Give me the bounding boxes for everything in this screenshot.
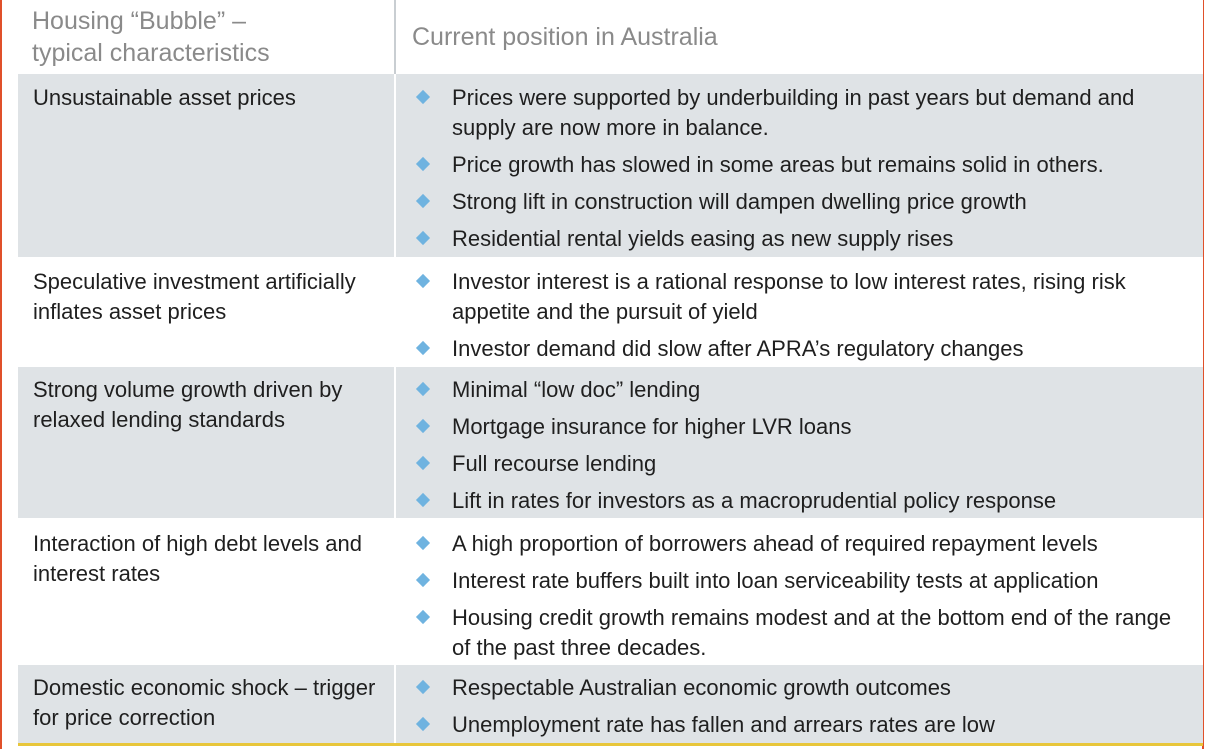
list-item: Strong lift in construction will dampen … bbox=[412, 187, 1192, 217]
table-row: Interaction of high debt levels and inte… bbox=[18, 520, 1203, 664]
column-divider bbox=[394, 74, 396, 745]
diamond-bullet-icon bbox=[415, 535, 431, 551]
diamond-bullet-icon bbox=[415, 230, 431, 246]
diamond-bullet-icon bbox=[415, 418, 431, 434]
list-item: Prices were supported by underbuilding i… bbox=[412, 83, 1192, 143]
diamond-bullet-icon bbox=[415, 572, 431, 588]
list-item: Respectable Australian economic growth o… bbox=[412, 673, 1192, 703]
diamond-bullet-icon bbox=[415, 89, 431, 105]
left-frame-line bbox=[0, 0, 2, 749]
table-row: Strong volume growth driven by relaxed l… bbox=[18, 366, 1203, 518]
table-row: Domestic economic shock – trigger for pr… bbox=[18, 664, 1203, 745]
list-item: Investor demand did slow after APRA’s re… bbox=[412, 334, 1192, 364]
list-item: Lift in rates for investors as a macropr… bbox=[412, 486, 1192, 516]
row-points: A high proportion of borrowers ahead of … bbox=[412, 529, 1192, 670]
diamond-bullet-icon bbox=[415, 156, 431, 172]
diamond-bullet-icon bbox=[415, 716, 431, 732]
list-item: Mortgage insurance for higher LVR loans bbox=[412, 412, 1192, 442]
header-left-line2: typical characteristics bbox=[32, 39, 270, 67]
header-current-position: Current position in Australia bbox=[412, 23, 718, 51]
point-text: Investor interest is a rational response… bbox=[452, 269, 1126, 324]
header-column-divider bbox=[394, 0, 396, 74]
row-separator bbox=[18, 518, 1203, 520]
list-item: Full recourse lending bbox=[412, 449, 1192, 479]
row-separator bbox=[18, 257, 1203, 259]
list-item: Investor interest is a rational response… bbox=[412, 267, 1192, 327]
list-item: Housing credit growth remains modest and… bbox=[412, 603, 1192, 663]
row-points: Investor interest is a rational response… bbox=[412, 267, 1192, 371]
point-text: Mortgage insurance for higher LVR loans bbox=[452, 414, 852, 439]
point-text: Full recourse lending bbox=[452, 451, 657, 476]
point-text: Price growth has slowed in some areas bu… bbox=[452, 152, 1104, 177]
list-item: Interest rate buffers built into loan se… bbox=[412, 566, 1192, 596]
row-characteristic: Domestic economic shock – trigger for pr… bbox=[33, 675, 376, 730]
list-item: Minimal “low doc” lending bbox=[412, 375, 1192, 405]
point-text: Lift in rates for investors as a macropr… bbox=[452, 488, 1057, 513]
list-item: Residential rental yields easing as new … bbox=[412, 224, 1192, 254]
row-points: Respectable Australian economic growth o… bbox=[412, 673, 1192, 747]
diamond-bullet-icon bbox=[415, 193, 431, 209]
diamond-bullet-icon bbox=[415, 340, 431, 356]
point-text: A high proportion of borrowers ahead of … bbox=[452, 531, 1098, 556]
diamond-bullet-icon bbox=[415, 273, 431, 289]
diamond-bullet-icon bbox=[415, 381, 431, 397]
point-text: Housing credit growth remains modest and… bbox=[452, 605, 1172, 660]
table-header: Housing “Bubble” – typical characteristi… bbox=[18, 0, 1203, 74]
point-text: Interest rate buffers built into loan se… bbox=[452, 568, 1099, 593]
point-text: Respectable Australian economic growth o… bbox=[452, 675, 951, 700]
row-characteristic: Strong volume growth driven by relaxed l… bbox=[33, 377, 343, 432]
row-points: Minimal “low doc” lending Mortgage insur… bbox=[412, 375, 1192, 523]
point-text: Prices were supported by underbuilding i… bbox=[452, 85, 1135, 140]
header-characteristics: Housing “Bubble” – typical characteristi… bbox=[32, 5, 372, 69]
table-row: Unsustainable asset prices Prices were s… bbox=[18, 74, 1203, 258]
list-item: Price growth has slowed in some areas bu… bbox=[412, 150, 1192, 180]
list-item: Unemployment rate has fallen and arrears… bbox=[412, 710, 1192, 740]
row-separator bbox=[18, 663, 1203, 665]
diamond-bullet-icon bbox=[415, 609, 431, 625]
point-text: Investor demand did slow after APRA’s re… bbox=[452, 336, 1024, 361]
row-separator bbox=[18, 365, 1203, 367]
row-characteristic: Interaction of high debt levels and inte… bbox=[33, 531, 363, 586]
diamond-bullet-icon bbox=[415, 492, 431, 508]
bottom-rule bbox=[18, 743, 1203, 746]
bubble-comparison-table: Housing “Bubble” – typical characteristi… bbox=[18, 0, 1203, 745]
row-characteristic: Unsustainable asset prices bbox=[33, 85, 296, 110]
right-frame-line bbox=[1202, 0, 1204, 749]
row-characteristic: Speculative investment artificially infl… bbox=[33, 269, 356, 324]
table-row: Speculative investment artificially infl… bbox=[18, 258, 1203, 366]
point-text: Residential rental yields easing as new … bbox=[452, 226, 954, 251]
point-text: Minimal “low doc” lending bbox=[452, 377, 701, 402]
row-points: Prices were supported by underbuilding i… bbox=[412, 83, 1192, 261]
diamond-bullet-icon bbox=[415, 679, 431, 695]
diamond-bullet-icon bbox=[415, 455, 431, 471]
point-text: Strong lift in construction will dampen … bbox=[452, 189, 1027, 214]
header-left-line1: Housing “Bubble” – bbox=[32, 7, 247, 35]
point-text: Unemployment rate has fallen and arrears… bbox=[452, 712, 995, 737]
list-item: A high proportion of borrowers ahead of … bbox=[412, 529, 1192, 559]
